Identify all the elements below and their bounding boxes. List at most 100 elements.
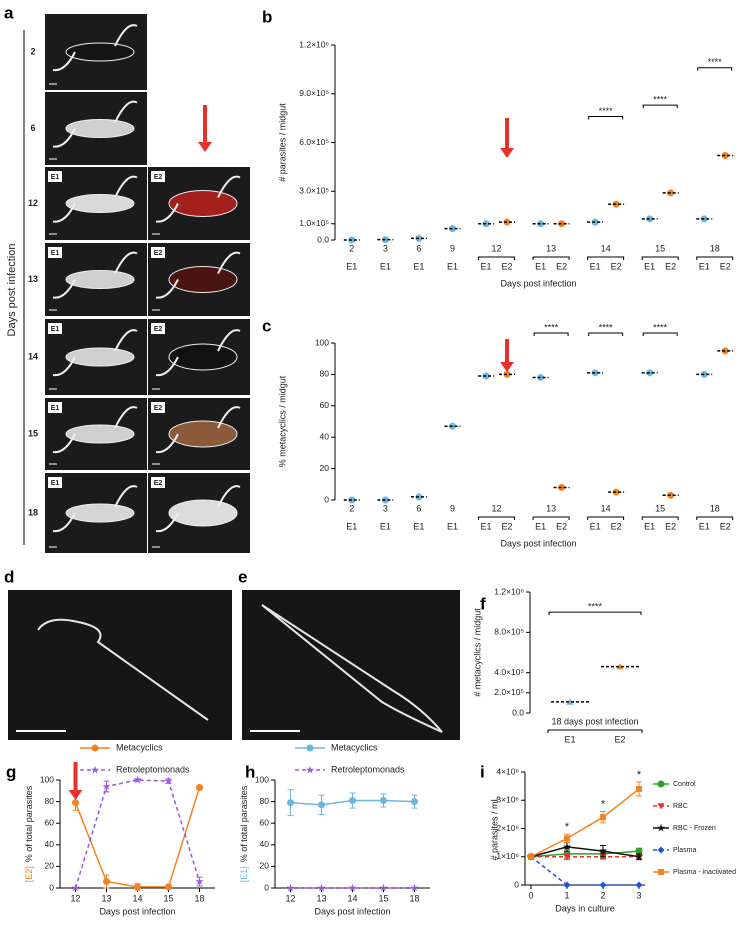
x-axis-label: Days in culture — [555, 903, 615, 913]
malpighian-tubules — [155, 251, 241, 299]
series-label: E1 — [447, 521, 458, 531]
photo-tag: E2 — [154, 480, 163, 487]
series-label: E1 — [535, 521, 546, 531]
malpighian-tubules — [52, 251, 138, 299]
y-tick-label: 1×10⁶ — [496, 851, 519, 861]
x-tick-label: 1 — [564, 890, 569, 900]
series-line — [74, 779, 201, 889]
x-tick-label: 3 — [636, 890, 641, 900]
malpighian-tubules — [52, 175, 138, 223]
series-label: E1 — [346, 521, 357, 531]
group-bracket — [587, 256, 625, 260]
micrograph — [8, 590, 232, 740]
marker — [72, 799, 79, 807]
series-label: E1 — [447, 261, 458, 271]
x-tick-label: 15 — [163, 893, 173, 903]
photo-tag: E2 — [154, 174, 163, 181]
day-label: 13 — [28, 274, 38, 284]
series-line — [530, 846, 640, 858]
marker — [563, 853, 571, 861]
x-tick-label: 14 — [132, 893, 142, 903]
parasite-outline — [37, 618, 209, 721]
marker — [528, 853, 534, 860]
marker — [134, 883, 141, 891]
y-tick-label: 0 — [514, 879, 519, 889]
series-line — [530, 850, 640, 858]
marker — [563, 881, 571, 889]
y-tick-label: 80 — [320, 369, 330, 379]
y-axis-label-text: % of total parasites — [24, 785, 34, 862]
y-tick-label: 0.0 — [512, 707, 524, 717]
axis-label: Days post infection — [6, 244, 18, 337]
midgut — [168, 266, 238, 293]
y-tick-label: 3.0×10⁵ — [299, 186, 329, 196]
marker — [634, 852, 644, 861]
x-tick-label: 2 — [349, 503, 354, 513]
marker — [599, 881, 607, 889]
significance-label: **** — [708, 57, 723, 67]
series-label: E2 — [720, 521, 731, 531]
y-axis-label: % metacyclics / midgut — [277, 375, 287, 467]
x-tick-label: 12 — [492, 503, 502, 513]
tag-bg — [48, 171, 62, 182]
midgut — [168, 420, 238, 448]
marker — [616, 663, 624, 670]
panel-letter: i — [480, 762, 485, 781]
x-tick-label: 13 — [546, 503, 556, 513]
y-axis-label: # metacyclics / midgut — [472, 608, 482, 697]
tag-bg — [151, 323, 165, 334]
midgut — [65, 119, 135, 138]
series-label: E1 — [380, 261, 391, 271]
x-tick-label: 18 — [710, 243, 720, 253]
parasite-outline — [261, 604, 443, 733]
marker — [196, 784, 203, 792]
y-tick-label: 80 — [45, 796, 55, 806]
marker — [657, 780, 665, 788]
x-tick-label: 13 — [316, 893, 326, 903]
midgut — [65, 347, 135, 367]
midgut — [65, 42, 135, 62]
y-tick-label: 100 — [40, 774, 54, 784]
malpighian-tubules — [155, 175, 241, 223]
x-tick-label: 15 — [378, 893, 388, 903]
series-label: E1 — [699, 261, 710, 271]
tag-bg — [48, 247, 62, 258]
midgut — [65, 194, 135, 213]
marker — [410, 883, 419, 892]
series-label: E2 — [611, 521, 622, 531]
x-tick-label: 14 — [347, 893, 357, 903]
photo-tag: E2 — [154, 250, 163, 257]
marker — [348, 883, 357, 892]
x-tick-label: 13 — [546, 243, 556, 253]
series-label: E1 — [590, 261, 601, 271]
marker — [564, 835, 570, 842]
x-axis-label: Days post infection — [500, 538, 576, 548]
series-line — [74, 787, 201, 888]
photo-tag: E1 — [51, 480, 60, 487]
marker — [317, 883, 326, 892]
legend-label: Plasma — [673, 847, 696, 854]
y-axis-label: # parasites / mL — [489, 796, 499, 860]
panel-letter: f — [480, 594, 486, 613]
y-tick-label: 40 — [320, 431, 330, 441]
series-label: E1 — [699, 521, 710, 531]
significance-label: **** — [599, 106, 614, 116]
photo-tag: E2 — [154, 405, 163, 412]
group-bracket — [532, 256, 570, 260]
series-label: E1 — [481, 261, 492, 271]
x-tick-label: 12 — [285, 893, 295, 903]
day-label: 18 — [28, 507, 38, 517]
significance-bracket — [697, 67, 733, 71]
midgut — [65, 270, 135, 289]
marker — [411, 798, 418, 806]
marker — [566, 698, 574, 705]
group-bracket — [641, 516, 679, 520]
significance-bracket — [642, 104, 678, 109]
day-label: 12 — [28, 198, 38, 208]
significance-bracket — [588, 116, 624, 120]
photo-tag: E1 — [51, 250, 60, 257]
midgut — [168, 190, 238, 217]
marker — [133, 775, 142, 784]
y-tick-label: 4×10⁶ — [496, 766, 519, 776]
